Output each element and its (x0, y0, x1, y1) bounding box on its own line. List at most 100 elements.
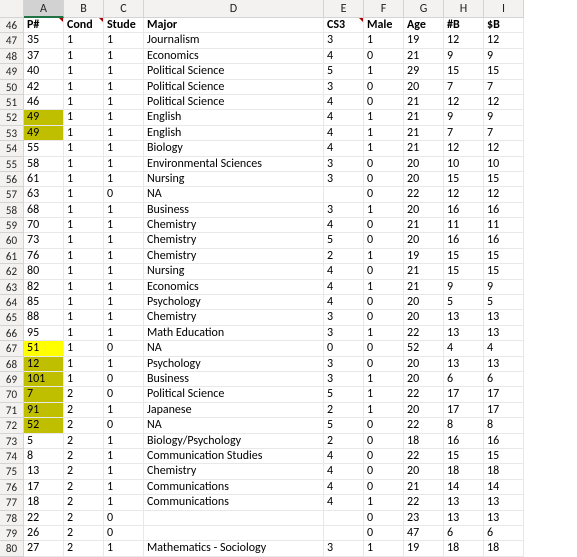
cell[interactable]: 80 (24, 264, 64, 279)
cell[interactable]: 1 (64, 203, 104, 218)
cell[interactable]: 1 (64, 295, 104, 310)
cell[interactable]: 8 (444, 418, 484, 433)
cell[interactable]: 3 (324, 310, 364, 325)
cell[interactable]: 2 (64, 526, 104, 541)
cell[interactable]: 13 (444, 357, 484, 372)
cell[interactable]: 4 (324, 110, 364, 125)
cell[interactable]: 76 (24, 249, 64, 264)
cell[interactable]: 15 (484, 172, 524, 187)
cell[interactable]: 16 (484, 203, 524, 218)
cell[interactable]: Political Science (144, 64, 324, 79)
cell[interactable]: 1 (104, 203, 144, 218)
row-header[interactable]: 49 (0, 64, 24, 79)
cell[interactable]: 0 (104, 418, 144, 433)
cell[interactable]: 1 (104, 64, 144, 79)
cell[interactable]: 2 (324, 434, 364, 449)
cell[interactable]: 4 (324, 280, 364, 295)
cell[interactable]: 42 (24, 80, 64, 95)
cell[interactable]: 19 (404, 541, 444, 556)
cell[interactable]: 1 (104, 310, 144, 325)
cell[interactable]: Chemistry (144, 464, 324, 479)
cell[interactable]: 1 (104, 141, 144, 156)
row-header[interactable]: 54 (0, 141, 24, 156)
cell[interactable]: 1 (64, 187, 104, 202)
cell[interactable]: 2 (64, 449, 104, 464)
cell[interactable]: 1 (364, 326, 404, 341)
cell[interactable]: 5 (24, 434, 64, 449)
header-cell-E[interactable]: CS3 (324, 18, 364, 33)
cell[interactable]: 1 (364, 249, 404, 264)
cell[interactable]: 4 (324, 464, 364, 479)
cell[interactable]: 0 (104, 387, 144, 402)
cell[interactable]: 3 (324, 203, 364, 218)
cell[interactable]: 18 (404, 434, 444, 449)
cell[interactable]: 1 (364, 33, 404, 48)
cell[interactable]: 4 (324, 480, 364, 495)
cell[interactable]: 20 (404, 372, 444, 387)
cell[interactable]: 46 (24, 95, 64, 110)
cell[interactable]: 23 (404, 511, 444, 526)
cell[interactable] (324, 526, 364, 541)
cell[interactable]: 73 (24, 233, 64, 248)
cell[interactable]: Japanese (144, 403, 324, 418)
cell[interactable]: 1 (64, 233, 104, 248)
cell[interactable]: 101 (24, 372, 64, 387)
cell[interactable]: Nursing (144, 172, 324, 187)
cell[interactable]: 7 (484, 126, 524, 141)
cell[interactable]: Communications (144, 495, 324, 510)
cell[interactable]: 1 (64, 264, 104, 279)
cell[interactable]: Communication Studies (144, 449, 324, 464)
cell[interactable]: 91 (24, 403, 64, 418)
cell[interactable]: 12 (444, 33, 484, 48)
cell[interactable]: 15 (484, 264, 524, 279)
header-cell-G[interactable]: Age (404, 18, 444, 33)
cell[interactable]: 2 (324, 249, 364, 264)
cell[interactable]: 0 (364, 418, 404, 433)
cell[interactable]: 0 (104, 511, 144, 526)
cell[interactable]: English (144, 126, 324, 141)
cell[interactable]: 1 (104, 280, 144, 295)
cell[interactable]: 22 (404, 418, 444, 433)
cell[interactable]: 0 (364, 526, 404, 541)
cell[interactable]: 16 (484, 233, 524, 248)
row-header[interactable]: 76 (0, 480, 24, 495)
cell[interactable]: 20 (404, 233, 444, 248)
row-header[interactable]: 66 (0, 326, 24, 341)
cell[interactable]: 1 (64, 64, 104, 79)
cell[interactable]: Mathematics - Sociology (144, 541, 324, 556)
cell[interactable]: 20 (404, 310, 444, 325)
row-header[interactable]: 55 (0, 157, 24, 172)
cell[interactable]: 9 (444, 49, 484, 64)
cell[interactable]: 2 (64, 511, 104, 526)
header-cell-D[interactable]: Major (144, 18, 324, 33)
row-header[interactable]: 79 (0, 526, 24, 541)
col-header-G[interactable]: G (404, 0, 444, 18)
cell[interactable]: 85 (24, 295, 64, 310)
cell[interactable] (324, 511, 364, 526)
cell[interactable]: 1 (364, 141, 404, 156)
header-cell-H[interactable]: #B (444, 18, 484, 33)
cell[interactable]: 13 (484, 357, 524, 372)
cell[interactable]: 6 (484, 526, 524, 541)
row-header[interactable]: 72 (0, 418, 24, 433)
cell[interactable]: 1 (104, 357, 144, 372)
cell[interactable]: 0 (364, 341, 404, 356)
row-header[interactable]: 60 (0, 233, 24, 248)
col-header-D[interactable]: D (144, 0, 324, 18)
cell[interactable]: 18 (484, 541, 524, 556)
cell[interactable]: 1 (104, 264, 144, 279)
cell[interactable]: 37 (24, 49, 64, 64)
cell[interactable]: 3 (324, 157, 364, 172)
cell[interactable]: Psychology (144, 295, 324, 310)
cell[interactable]: 3 (324, 372, 364, 387)
cell[interactable] (324, 187, 364, 202)
cell[interactable]: 13 (444, 310, 484, 325)
cell[interactable]: 1 (64, 310, 104, 325)
cell[interactable]: 12 (484, 141, 524, 156)
cell[interactable]: Math Education (144, 326, 324, 341)
cell[interactable]: 11 (484, 218, 524, 233)
cell[interactable]: 1 (364, 403, 404, 418)
cell[interactable]: 3 (324, 172, 364, 187)
col-header-B[interactable]: B (64, 0, 104, 18)
cell[interactable]: 22 (404, 387, 444, 402)
